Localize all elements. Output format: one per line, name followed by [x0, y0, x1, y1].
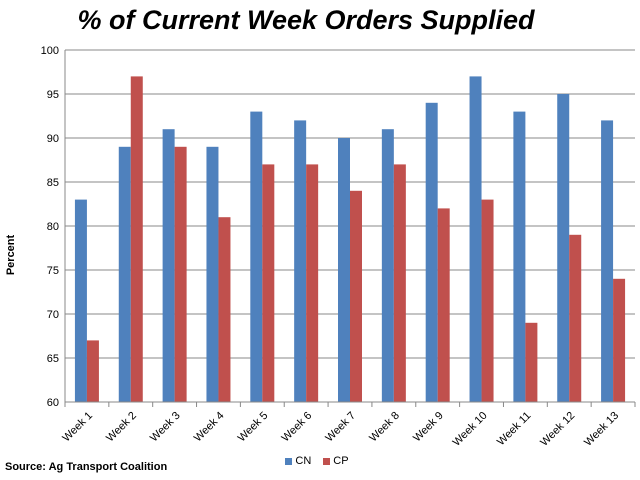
y-tick-label: 60 [47, 397, 59, 409]
y-tick-label: 75 [47, 265, 59, 277]
bar-cn [338, 138, 350, 402]
bar-cp [393, 164, 406, 402]
bar-cn [381, 129, 394, 402]
x-tick-label: Week 10 [451, 410, 490, 449]
bar-cn [250, 111, 263, 402]
bar-cn [513, 111, 526, 402]
legend-swatch-cn [285, 457, 293, 465]
y-tick-label: 65 [47, 353, 59, 365]
bars [74, 76, 626, 403]
bar-cp [569, 234, 582, 402]
x-tick-label: Week 5 [236, 410, 271, 445]
bar-cn [601, 120, 614, 403]
x-tick-label: Week 3 [148, 410, 183, 445]
bar-cp [613, 278, 626, 402]
bar-cn [206, 146, 219, 402]
x-tick-label: Week 11 [495, 410, 533, 448]
legend: CN CP [0, 455, 640, 467]
bar-cp [86, 340, 99, 402]
legend-label-cn: CN [295, 455, 312, 467]
bar-cn [469, 76, 482, 403]
bar-cp [525, 322, 538, 402]
bar-cp [306, 164, 319, 402]
axes [64, 50, 636, 407]
x-tick-label: Week 9 [411, 410, 446, 445]
x-tick-label: Week 2 [104, 410, 139, 445]
y-tick-label: 100 [41, 45, 59, 57]
y-tick-label: 90 [47, 133, 59, 145]
x-tick-label: Week 13 [582, 410, 621, 449]
legend-item-cp: CP [323, 455, 349, 467]
bar-cn [162, 129, 175, 402]
bar-cp [218, 217, 231, 402]
source-note: Source: Ag Transport Coalition [5, 461, 168, 473]
y-tick-label: 70 [47, 309, 59, 321]
x-tick-labels: Week 1 Week 2 Week 3 Week 4 Week 5 Week 6 Week… [60, 410, 621, 449]
y-tick-label: 85 [47, 177, 59, 189]
chart-title: % of Current Week Orders Supplied [77, 5, 535, 35]
bar-cn [118, 146, 131, 402]
x-tick-label: Week 1 [60, 410, 95, 445]
bar-cp [437, 208, 450, 402]
y-tick-label: 80 [47, 221, 59, 233]
bar-cn [294, 120, 307, 403]
legend-label-cp: CP [333, 455, 349, 467]
x-tick-label: Week 8 [367, 410, 402, 445]
x-tick-label: Week 7 [323, 410, 358, 445]
y-tick-label: 95 [47, 89, 59, 101]
y-tick-labels: 60 65 70 75 80 85 90 95 100 [41, 45, 59, 409]
y-axis-label: Percent [5, 234, 17, 275]
x-tick-label: Week 4 [192, 410, 227, 445]
bar-cp [174, 146, 187, 402]
bar-cp [130, 76, 143, 403]
legend-swatch-cp [323, 457, 331, 465]
x-tick-label: Week 12 [538, 410, 577, 449]
bar-cn [74, 199, 87, 402]
bar-cp [350, 190, 362, 402]
bar-cp [262, 164, 275, 402]
bar-cn [557, 94, 570, 402]
bar-cn [425, 102, 438, 403]
legend-item-cn: CN [285, 455, 311, 467]
x-tick-label: Week 6 [280, 410, 315, 445]
bar-cp [481, 199, 494, 402]
